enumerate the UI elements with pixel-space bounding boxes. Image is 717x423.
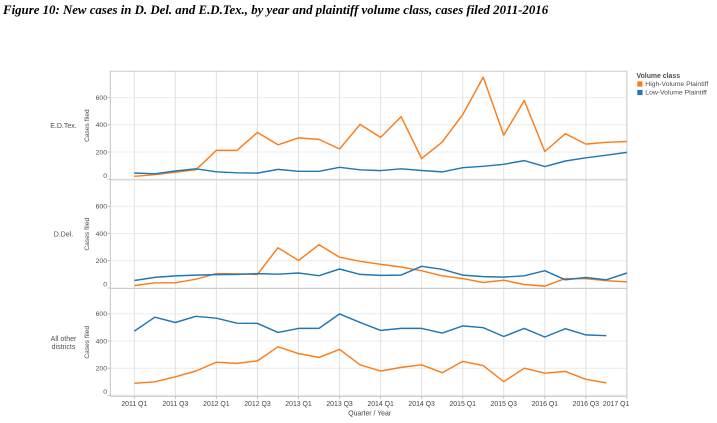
svg-text:High-Volume Plaintiff: High-Volume Plaintiff xyxy=(645,81,708,88)
svg-text:2013 Q1: 2013 Q1 xyxy=(285,401,312,408)
svg-text:All other: All other xyxy=(51,336,77,343)
svg-text:2017 Q1: 2017 Q1 xyxy=(603,401,630,408)
svg-text:Quarter / Year: Quarter / Year xyxy=(348,410,392,417)
svg-text:200: 200 xyxy=(96,149,108,156)
svg-text:2015 Q3: 2015 Q3 xyxy=(491,401,518,408)
svg-text:2014 Q1: 2014 Q1 xyxy=(367,401,394,408)
svg-text:600: 600 xyxy=(96,95,108,102)
svg-text:200: 200 xyxy=(96,258,108,265)
svg-text:400: 400 xyxy=(96,338,108,345)
svg-text:Figure 10: New cases in D. Del: Figure 10: New cases in D. Del. and E.D.… xyxy=(2,3,549,17)
svg-text:600: 600 xyxy=(96,311,108,318)
svg-text:2012 Q3: 2012 Q3 xyxy=(244,401,271,408)
svg-text:Low-Volume Plaintiff: Low-Volume Plaintiff xyxy=(645,90,707,97)
svg-text:Cases filed: Cases filed xyxy=(84,326,91,359)
svg-text:Cases filed: Cases filed xyxy=(84,109,91,142)
svg-text:400: 400 xyxy=(96,122,108,129)
svg-text:2013 Q3: 2013 Q3 xyxy=(326,401,353,408)
svg-text:0: 0 xyxy=(103,389,107,396)
svg-text:Volume class: Volume class xyxy=(637,73,681,80)
svg-text:600: 600 xyxy=(96,204,108,211)
svg-text:0: 0 xyxy=(103,282,107,289)
svg-text:2015 Q1: 2015 Q1 xyxy=(449,401,476,408)
svg-text:D.Del.: D.Del. xyxy=(54,232,74,239)
svg-text:E.D.Tex.: E.D.Tex. xyxy=(50,123,77,130)
svg-text:0: 0 xyxy=(103,173,107,180)
svg-text:2016 Q1: 2016 Q1 xyxy=(532,401,559,408)
svg-text:2016 Q3: 2016 Q3 xyxy=(573,401,600,408)
svg-text:2012 Q1: 2012 Q1 xyxy=(203,401,230,408)
svg-text:2014 Q3: 2014 Q3 xyxy=(408,401,435,408)
svg-text:2011 Q1: 2011 Q1 xyxy=(121,401,147,408)
svg-text:200: 200 xyxy=(96,366,108,373)
svg-text:Cases filed: Cases filed xyxy=(84,218,91,251)
svg-text:2011 Q3: 2011 Q3 xyxy=(162,401,188,408)
svg-text:400: 400 xyxy=(96,231,108,238)
svg-text:districts: districts xyxy=(52,344,76,351)
